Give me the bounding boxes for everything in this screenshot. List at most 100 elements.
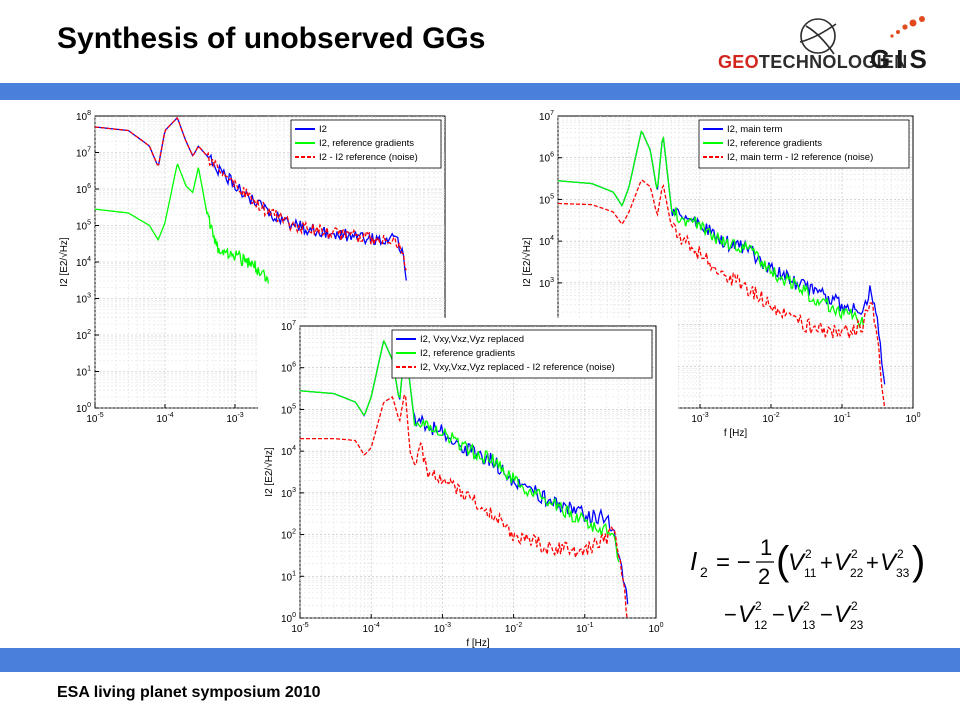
chart-panel-3: 10-5 10-4 10-3 10-2 10-1 100 100 101 102 103 104 10…	[258, 318, 678, 649]
svg-text:2: 2	[803, 599, 810, 613]
svg-text:−: −	[724, 602, 737, 627]
legend	[290, 119, 442, 169]
y-axis-label: I2 [E2/√Hz]	[521, 237, 533, 287]
x-tick-label: 10-1	[576, 622, 593, 635]
legend-label: I2, reference gradients	[319, 138, 414, 149]
y-tick-label: 108	[76, 110, 91, 123]
svg-text:V: V	[738, 601, 756, 628]
series-line-2	[95, 116, 407, 271]
x-tick-label: 10-3	[691, 412, 708, 425]
svg-text:2: 2	[851, 547, 858, 561]
svg-text:1: 1	[760, 535, 772, 560]
svg-text:12: 12	[754, 618, 768, 632]
x-axis-label: f [Hz]	[724, 428, 748, 439]
chart-3: 10-5 10-4 10-3 10-2 10-1 100 100 101 102 103 104 10…	[263, 320, 664, 649]
svg-text:= −: = −	[716, 549, 751, 576]
svg-text:V: V	[786, 601, 804, 628]
gis-letter-i: I	[896, 44, 910, 74]
y-axis-label: I2 [E2/√Hz]	[263, 447, 275, 497]
equation-svg: I 2 = − 1 2 ( V 2 11 + V 2 22 + V 2 33 )…	[690, 535, 925, 632]
svg-text:2: 2	[755, 599, 762, 613]
y-tick-label: 103	[76, 293, 91, 306]
y-tick-label: 104	[76, 256, 91, 269]
svg-text:V: V	[834, 601, 852, 628]
legend-label: I2, Vxy,Vxz,Vyz replaced	[420, 334, 524, 345]
svg-text:−: −	[772, 602, 785, 627]
svg-text:−: −	[820, 602, 833, 627]
bottom-band	[0, 648, 960, 672]
legend-label: I2, Vxy,Vxz,Vyz replaced - I2 reference …	[420, 362, 615, 373]
y-tick-label: 101	[281, 570, 296, 583]
series-line-2	[300, 393, 628, 618]
y-tick-label: 105	[539, 193, 554, 206]
geo-part2: TECHNOLOGIEN	[758, 52, 908, 72]
svg-text:2: 2	[700, 564, 708, 580]
y-tick-label: 104	[281, 445, 296, 458]
legend-label: I2 - I2 reference (noise)	[319, 152, 418, 163]
svg-text:11: 11	[804, 566, 817, 580]
series-line-1	[558, 130, 865, 329]
y-tick-label: 106	[281, 362, 296, 375]
y-tick-label: 102	[281, 529, 296, 542]
svg-text:2: 2	[758, 564, 770, 589]
legend-label: I2, reference gradients	[420, 348, 515, 359]
y-tick-label: 103	[539, 277, 554, 290]
y-tick-label: 103	[281, 487, 296, 500]
svg-text:2: 2	[851, 599, 858, 613]
series-line-2	[558, 179, 886, 408]
x-tick-label: 10-1	[833, 412, 850, 425]
svg-text:): )	[912, 539, 925, 583]
x-tick-label: 10-2	[762, 412, 779, 425]
legend	[698, 119, 910, 169]
x-tick-label: 10-3	[226, 412, 243, 425]
footer-text: ESA living planet symposium 2010	[57, 684, 321, 701]
svg-text:V: V	[788, 549, 806, 576]
y-tick-label: 106	[539, 152, 554, 165]
svg-text:33: 33	[896, 566, 910, 580]
legend	[391, 329, 653, 379]
y-tick-label: 104	[539, 235, 554, 248]
series-group	[558, 130, 886, 408]
top-band	[0, 83, 960, 100]
svg-text:+: +	[866, 550, 879, 575]
series-line-1	[95, 163, 270, 284]
y-tick-label: 105	[76, 220, 91, 233]
series-group	[95, 116, 407, 284]
x-tick-label: 10-4	[363, 622, 380, 635]
x-tick-label: 10-4	[156, 412, 173, 425]
y-tick-label: 107	[539, 110, 554, 123]
legend-label: I2, main term	[727, 124, 783, 135]
legend-label: I2, main term - I2 reference (noise)	[727, 152, 873, 163]
y-tick-label: 107	[281, 320, 296, 333]
globe-icon	[799, 18, 837, 55]
y-tick-label: 102	[76, 329, 91, 342]
y-tick-label: 101	[76, 366, 91, 379]
svg-text:+: +	[820, 550, 833, 575]
x-tick-label: 10-5	[86, 412, 103, 425]
y-tick-label: 100	[76, 402, 91, 415]
svg-text:23: 23	[850, 618, 864, 632]
legend-label: I2, reference gradients	[727, 138, 822, 149]
geo-part1: GEO	[718, 52, 759, 72]
series-line-1	[300, 339, 620, 563]
x-tick-label: 10-2	[505, 622, 522, 635]
y-axis-label: I2 [E2/√Hz]	[58, 237, 70, 287]
svg-text:2: 2	[897, 547, 904, 561]
x-axis-label: f [Hz]	[466, 638, 490, 648]
x-tick-label: 100	[648, 622, 663, 635]
svg-text:2: 2	[805, 547, 812, 561]
gis-logo: GIS	[868, 14, 948, 74]
gis-letter-s: S	[909, 44, 933, 74]
svg-text:(: (	[776, 539, 790, 583]
svg-text:I: I	[690, 546, 697, 576]
geotechnologien-logo: GEOTECHNOLOGIEN	[718, 14, 907, 74]
y-tick-label: 105	[281, 403, 296, 416]
svg-text:V: V	[880, 549, 898, 576]
x-tick-label: 100	[905, 412, 920, 425]
svg-text:22: 22	[850, 566, 864, 580]
gis-dots-icon	[890, 16, 925, 38]
gis-letter-g: G	[870, 44, 897, 74]
legend-label: I2	[319, 124, 327, 135]
x-tick-label: 10-5	[291, 622, 308, 635]
y-tick-label: 107	[76, 147, 91, 160]
